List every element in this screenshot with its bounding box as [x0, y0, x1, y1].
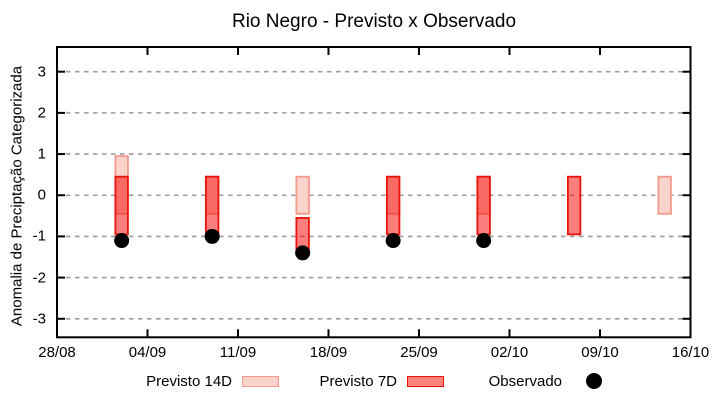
observado-point-09-09	[204, 228, 220, 244]
y-tick-label-3: 3	[37, 63, 46, 81]
chart-title: Rio Negro - Previsto x Observado	[231, 11, 517, 32]
x-tick-label-09-10: 09/10	[581, 344, 619, 362]
legend-swatch-previsto-7d-icon	[407, 376, 444, 387]
y-tick-label--1: -1	[32, 227, 46, 245]
bar-previsto-7d-30-09	[476, 175, 491, 236]
observado-point-02-09	[114, 233, 130, 249]
x-tick-label-28-08: 28/08	[38, 344, 76, 362]
observado-point-23-09	[385, 233, 401, 249]
x-tick-label-25-09: 25/09	[400, 344, 438, 362]
legend-label-previsto-14d: Previsto 14D	[146, 373, 232, 390]
x-tick-label-16-10: 16/10	[671, 344, 710, 362]
legend-dot-observado-icon	[586, 373, 602, 389]
y-tick-label-1: 1	[37, 145, 46, 163]
legend-label-previsto-7d: Previsto 7D	[319, 373, 397, 390]
y-tick-label--3: -3	[32, 310, 46, 328]
legend-label-observado: Observado	[488, 373, 562, 390]
observado-point-30-09	[476, 233, 492, 249]
legend-swatch-previsto-14d-icon	[242, 376, 279, 387]
x-tick-label-18-09: 18/09	[309, 344, 348, 362]
y-tick-label--2: -2	[32, 269, 46, 287]
bar-previsto-7d-23-09	[385, 175, 401, 236]
plot-frame	[56, 46, 692, 339]
y-tick-label-2: 2	[37, 104, 46, 122]
x-tick-label-11-09: 11/09	[219, 344, 257, 362]
bar-previsto-14d-14-10	[657, 175, 672, 215]
bar-previsto-14d-16-09	[295, 175, 310, 215]
x-tick-label-04-09: 04/09	[128, 344, 167, 362]
bar-previsto-7d-09-09	[204, 175, 220, 236]
bar-previsto-7d-02-09	[114, 175, 129, 236]
y-tick-label-0: 0	[37, 186, 46, 204]
bar-previsto-7d-07-10	[566, 175, 582, 236]
x-tick-label-02-10: 02/10	[490, 344, 529, 362]
observado-point-16-09	[295, 245, 311, 261]
